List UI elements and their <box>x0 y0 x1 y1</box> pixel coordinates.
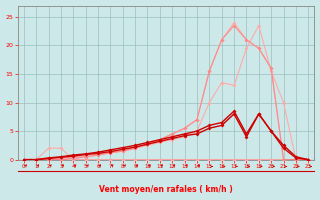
X-axis label: Vent moyen/en rafales ( km/h ): Vent moyen/en rafales ( km/h ) <box>99 185 233 194</box>
